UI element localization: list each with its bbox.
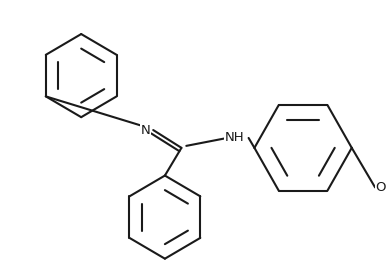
- Text: O: O: [376, 181, 386, 194]
- Text: N: N: [140, 124, 150, 136]
- Text: NH: NH: [225, 131, 245, 144]
